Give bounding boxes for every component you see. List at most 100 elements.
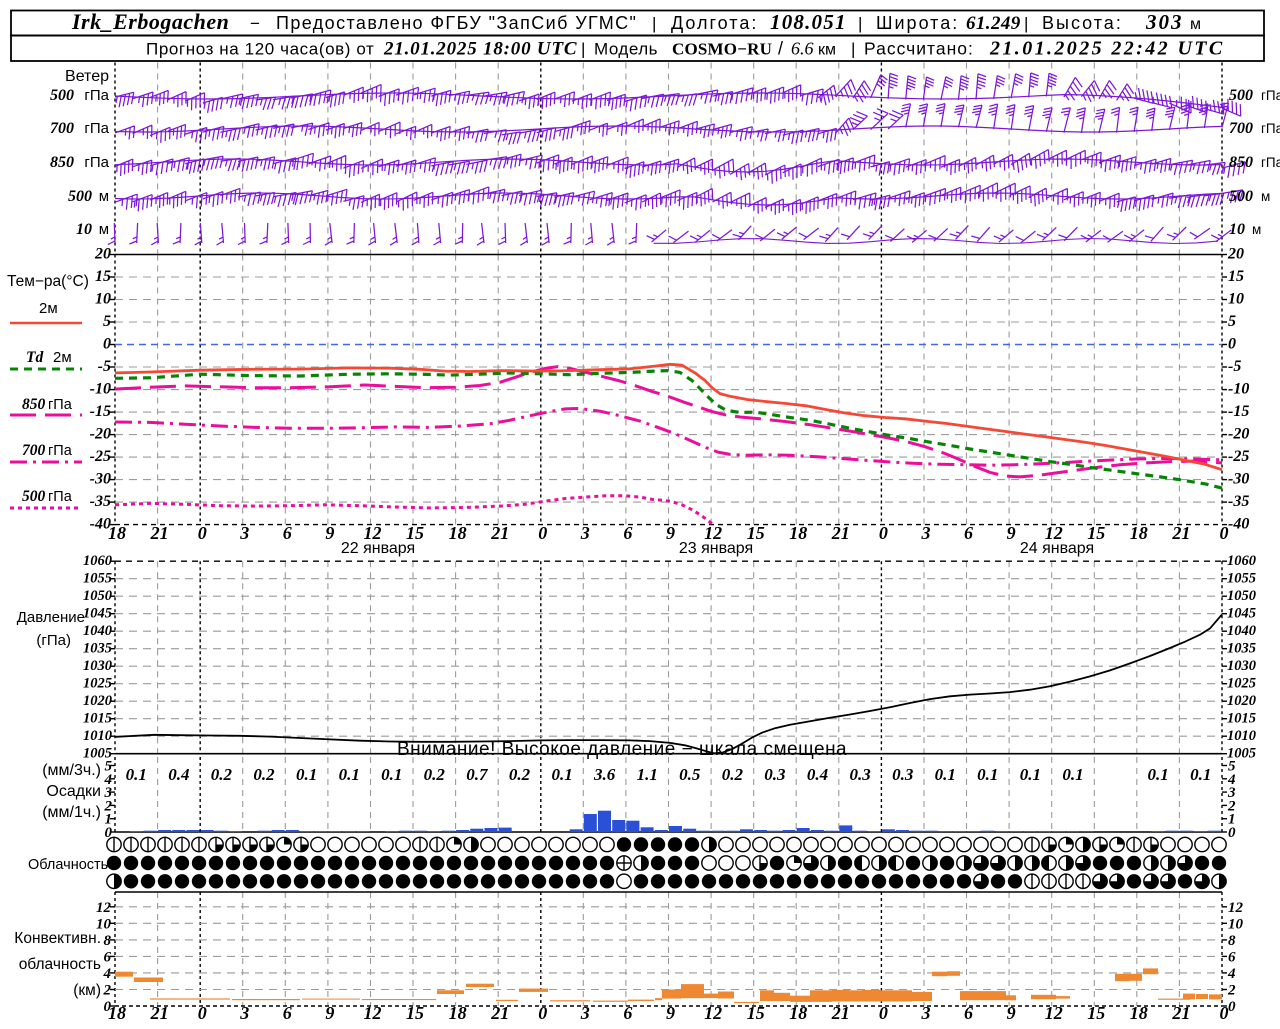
svg-text:10: 10 <box>1229 221 1245 238</box>
svg-text:/: / <box>778 39 783 59</box>
svg-text:2: 2 <box>1227 983 1236 999</box>
svg-text:-5: -5 <box>98 358 111 375</box>
svg-text:9: 9 <box>1007 523 1016 543</box>
svg-text:10: 10 <box>96 916 112 932</box>
svg-text:0.1: 0.1 <box>1062 765 1083 784</box>
svg-text:6: 6 <box>104 949 112 965</box>
svg-text:0.7: 0.7 <box>466 765 489 784</box>
svg-text:0.4: 0.4 <box>168 765 189 784</box>
svg-text:12: 12 <box>704 1003 722 1023</box>
svg-text:24 января: 24 января <box>1020 540 1094 557</box>
svg-text:15: 15 <box>1087 1003 1105 1023</box>
svg-text:гПа: гПа <box>84 154 109 171</box>
svg-text:гПа: гПа <box>48 443 73 459</box>
svg-text:км: км <box>818 42 836 59</box>
svg-text:0.1: 0.1 <box>381 765 402 784</box>
svg-text:гПа: гПа <box>1261 121 1280 136</box>
svg-text:0.1: 0.1 <box>1020 765 1041 784</box>
svg-text:8: 8 <box>1228 933 1236 949</box>
svg-text:1020: 1020 <box>1227 693 1256 709</box>
svg-text:18: 18 <box>449 523 467 543</box>
svg-text:облачность: облачность <box>19 956 101 973</box>
svg-text:|: | <box>1024 14 1028 33</box>
svg-text:10: 10 <box>1228 916 1244 932</box>
svg-text:6: 6 <box>1228 949 1236 965</box>
svg-text:6: 6 <box>964 523 973 543</box>
svg-text:м: м <box>1261 189 1270 204</box>
svg-text:500: 500 <box>1229 188 1253 205</box>
svg-text:500: 500 <box>68 188 92 205</box>
svg-text:Тем−ра(°C): Тем−ра(°C) <box>7 273 89 290</box>
svg-text:0.2: 0.2 <box>211 765 233 784</box>
svg-text:0.1: 0.1 <box>551 765 572 784</box>
svg-text:COSMO−RU: COSMO−RU <box>672 40 772 59</box>
svg-text:5: 5 <box>103 313 111 330</box>
svg-text:18: 18 <box>108 523 126 543</box>
svg-text:1040: 1040 <box>83 623 112 639</box>
svg-text:-30: -30 <box>90 471 111 488</box>
svg-text:2: 2 <box>103 983 112 999</box>
svg-text:гПа: гПа <box>48 489 73 505</box>
svg-text:(гПа): (гПа) <box>36 632 71 649</box>
svg-text:Конвективн.: Конвективн. <box>14 930 101 947</box>
svg-text:700: 700 <box>1229 120 1253 137</box>
svg-text:1045: 1045 <box>83 606 112 622</box>
svg-text:1025: 1025 <box>1227 676 1256 692</box>
svg-text:303: 303 <box>1145 10 1184 34</box>
svg-text:0.3: 0.3 <box>764 765 786 784</box>
svg-text:-25: -25 <box>90 448 111 465</box>
svg-text:-15: -15 <box>1228 403 1249 420</box>
svg-text:Irk_Erbogachen: Irk_Erbogachen <box>71 9 229 34</box>
svg-text:22 января: 22 января <box>341 540 415 557</box>
svg-text:(км): (км) <box>73 982 101 999</box>
svg-text:6: 6 <box>623 1003 632 1023</box>
svg-text:Осадки: Осадки <box>46 783 101 800</box>
svg-text:12: 12 <box>1045 1003 1063 1023</box>
svg-text:0.2: 0.2 <box>722 765 744 784</box>
svg-text:-35: -35 <box>1228 493 1249 510</box>
svg-text:850: 850 <box>22 396 46 413</box>
svg-text:|: | <box>851 40 855 59</box>
svg-text:Высота:: Высота: <box>1042 13 1123 33</box>
svg-text:8: 8 <box>104 933 112 949</box>
svg-text:1010: 1010 <box>1227 728 1256 744</box>
svg-text:1035: 1035 <box>1227 641 1256 657</box>
svg-text:9: 9 <box>666 523 675 543</box>
svg-text:18: 18 <box>789 1003 807 1023</box>
svg-text:21.01.2025 22:42 UTC: 21.01.2025 22:42 UTC <box>989 38 1225 60</box>
svg-text:700: 700 <box>22 442 46 459</box>
svg-text:1050: 1050 <box>1227 588 1256 604</box>
svg-text:21: 21 <box>1171 523 1190 543</box>
svg-text:9: 9 <box>325 523 334 543</box>
svg-text:108.051: 108.051 <box>770 10 847 34</box>
svg-text:850: 850 <box>1229 154 1253 171</box>
svg-text:18: 18 <box>1130 1003 1148 1023</box>
svg-text:0.2: 0.2 <box>253 765 275 784</box>
svg-text:5: 5 <box>1228 759 1236 775</box>
svg-text:1055: 1055 <box>1227 571 1256 587</box>
svg-text:0.1: 0.1 <box>296 765 317 784</box>
svg-text:0.1: 0.1 <box>935 765 956 784</box>
svg-text:3: 3 <box>239 1003 249 1023</box>
svg-text:10: 10 <box>76 221 92 238</box>
svg-text:|: | <box>581 40 585 59</box>
svg-text:гПа: гПа <box>84 120 109 137</box>
svg-text:0: 0 <box>879 523 888 543</box>
svg-text:700: 700 <box>50 120 74 137</box>
svg-text:4: 4 <box>1227 966 1236 982</box>
svg-text:3: 3 <box>921 523 931 543</box>
svg-text:18: 18 <box>789 523 807 543</box>
svg-text:850: 850 <box>50 154 74 171</box>
svg-text:Td: Td <box>26 349 43 366</box>
svg-text:Давление: Давление <box>17 609 85 626</box>
svg-text:-10: -10 <box>90 381 111 398</box>
svg-text:1040: 1040 <box>1227 623 1256 639</box>
svg-text:9: 9 <box>666 1003 675 1023</box>
svg-text:-35: -35 <box>90 493 111 510</box>
svg-text:1055: 1055 <box>83 571 112 587</box>
svg-text:3: 3 <box>580 1003 590 1023</box>
svg-text:15: 15 <box>406 1003 424 1023</box>
svg-text:-15: -15 <box>90 403 111 420</box>
svg-text:0.2: 0.2 <box>424 765 446 784</box>
svg-text:-30: -30 <box>1228 471 1249 488</box>
